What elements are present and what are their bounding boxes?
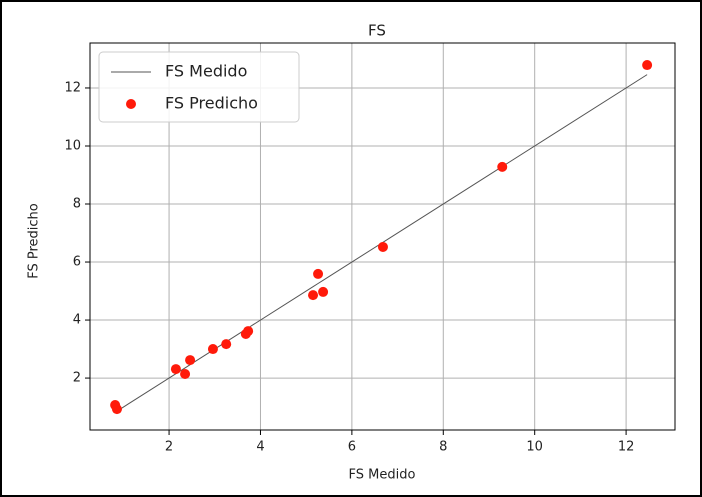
plot-frame bbox=[89, 42, 676, 431]
point bbox=[497, 161, 508, 172]
point bbox=[111, 404, 122, 415]
y-tick-label: 10 bbox=[64, 138, 81, 153]
point bbox=[185, 355, 196, 366]
point bbox=[308, 290, 319, 301]
point bbox=[207, 344, 218, 355]
x-tick-label: 4 bbox=[256, 440, 264, 455]
point bbox=[642, 60, 653, 71]
x-tick-label: 6 bbox=[348, 440, 356, 455]
point bbox=[243, 326, 254, 337]
y-tick-label: 12 bbox=[64, 80, 81, 95]
point bbox=[313, 268, 324, 279]
y-tick-label: 2 bbox=[73, 371, 81, 386]
legend-marker bbox=[126, 99, 136, 109]
x-tick-label: 12 bbox=[618, 440, 635, 455]
y-tick-label: 8 bbox=[73, 197, 81, 212]
y-axis-label: FS Predicho bbox=[27, 203, 42, 279]
point bbox=[180, 369, 191, 380]
x-tick-label: 8 bbox=[439, 440, 447, 455]
point bbox=[221, 339, 232, 350]
legend-label: FS Medido bbox=[165, 62, 247, 81]
legend-box bbox=[98, 51, 300, 123]
point bbox=[377, 241, 388, 252]
y-tick-label: 4 bbox=[73, 313, 81, 328]
point bbox=[318, 286, 329, 297]
y-tick-label: 6 bbox=[73, 255, 81, 270]
chart-title: FS bbox=[368, 22, 386, 40]
x-tick-label: 2 bbox=[165, 440, 173, 455]
x-tick-label: 10 bbox=[526, 440, 543, 455]
legend-label: FS Predicho bbox=[165, 94, 258, 113]
x-axis-label: FS Medido bbox=[349, 468, 416, 483]
point bbox=[170, 364, 181, 375]
